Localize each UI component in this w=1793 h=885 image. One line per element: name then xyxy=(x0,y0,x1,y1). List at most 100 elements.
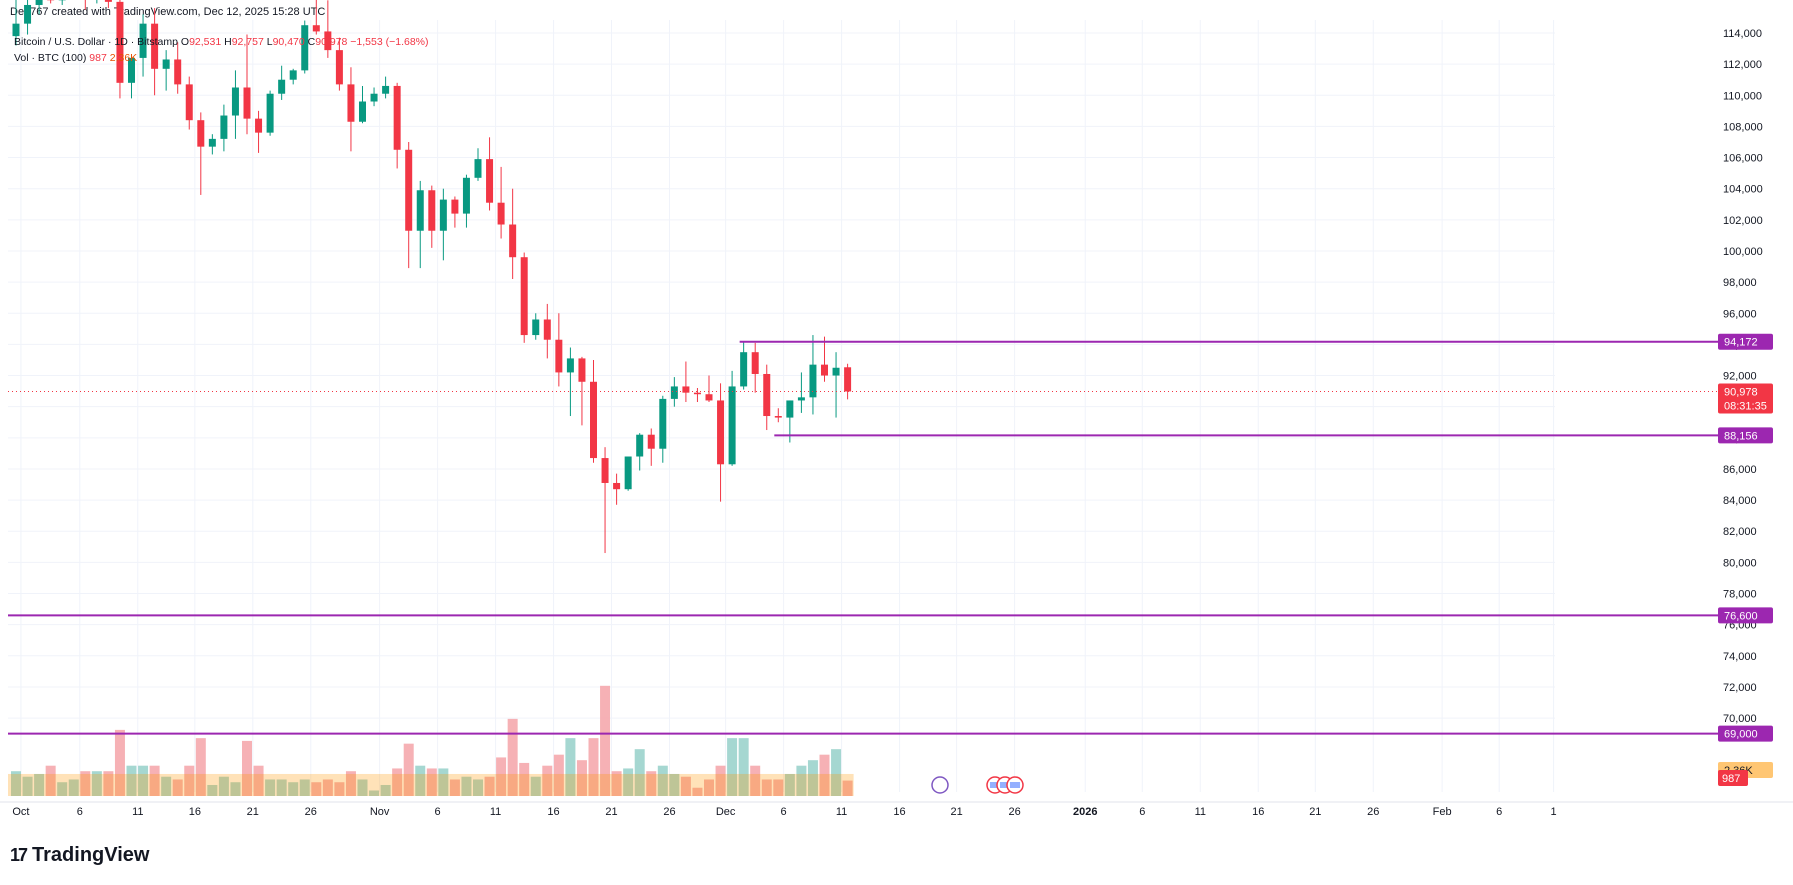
candle-body xyxy=(693,392,701,395)
time-tick-label: 11 xyxy=(1195,806,1206,818)
volume-last-tag: 987 xyxy=(1722,773,1740,785)
level-price-tag-bg xyxy=(1718,607,1773,624)
candle-body xyxy=(393,85,401,150)
volume-bar xyxy=(750,765,761,796)
candle-body xyxy=(278,79,286,94)
volume-bar xyxy=(542,765,553,796)
candle-body xyxy=(763,373,771,417)
volume-bar xyxy=(345,771,356,796)
candle-body xyxy=(266,93,274,133)
candle-body xyxy=(197,120,205,147)
candle-body xyxy=(428,190,436,231)
time-tick-label: 21 xyxy=(605,806,617,818)
candle-body xyxy=(774,416,782,418)
price-tick-label: 74,000 xyxy=(1723,651,1757,663)
candle-body xyxy=(104,0,112,2)
candle-body xyxy=(243,87,251,119)
time-tick-label: 6 xyxy=(1496,806,1502,818)
candle-body xyxy=(832,367,840,376)
candle-body xyxy=(636,434,644,457)
last-price-tag: 90,978 xyxy=(1724,386,1758,398)
time-tick-label: 26 xyxy=(1008,806,1020,818)
volume-bar xyxy=(738,738,749,796)
candle-body xyxy=(462,177,470,214)
candle-body xyxy=(682,386,690,393)
volume-bar xyxy=(80,771,91,796)
candle-body xyxy=(509,224,517,258)
level-price-tag-bg xyxy=(1718,427,1773,444)
chart-grid xyxy=(8,20,1555,792)
volume-bar xyxy=(253,765,264,796)
volume-legend-row[interactable]: Vol · BTC (100) 987 2.36K xyxy=(14,50,429,66)
volume-bar xyxy=(600,685,611,796)
price-tick-label: 80,000 xyxy=(1723,557,1757,569)
candle-body xyxy=(416,190,424,231)
candle-body xyxy=(208,138,216,147)
volume-bar xyxy=(646,771,657,796)
candle-body xyxy=(647,434,655,449)
volume-bar xyxy=(519,762,530,796)
candle-body xyxy=(543,319,551,340)
candle-body xyxy=(347,84,355,122)
time-tick-label: 21 xyxy=(1309,806,1321,818)
price-tick-label: 106,000 xyxy=(1723,153,1763,165)
tradingview-logo[interactable]: 17 TradingView xyxy=(10,844,149,867)
volume-bars xyxy=(8,685,854,796)
volume-bar xyxy=(242,740,252,796)
price-tick-label: 72,000 xyxy=(1723,682,1757,694)
chart-legend: Bitcoin / U.S. Dollar · 1D · Bitstamp O9… xyxy=(14,34,429,66)
volume-bar xyxy=(796,765,807,796)
volume-bar xyxy=(680,776,691,796)
volume-bar xyxy=(207,784,218,796)
time-tick-label: 21 xyxy=(950,806,962,818)
price-tick-label: 112,000 xyxy=(1723,59,1762,71)
volume-bar xyxy=(807,760,818,796)
tradingview-logo-icon: 17 xyxy=(10,845,28,865)
candle-body xyxy=(255,118,263,133)
volume-ma-area xyxy=(8,773,854,796)
time-tick-label: 16 xyxy=(547,806,559,818)
volume-bar xyxy=(623,768,634,796)
volume-bar xyxy=(588,738,599,796)
price-tick-label: 114,000 xyxy=(1723,28,1762,40)
volume-bar xyxy=(819,754,830,796)
volume-bar xyxy=(426,768,437,796)
last-price-tag-countdown: 08:31:35 xyxy=(1724,400,1767,412)
level-price-tag: 69,000 xyxy=(1724,729,1758,741)
volume-bar xyxy=(172,779,183,796)
time-tick-label: 6 xyxy=(77,806,83,818)
symbol-legend-row[interactable]: Bitcoin / U.S. Dollar · 1D · Bitstamp O9… xyxy=(14,34,429,50)
volume-bar xyxy=(692,787,703,796)
candle-body xyxy=(486,159,494,203)
volume-bar xyxy=(715,765,726,796)
price-tick-label: 84,000 xyxy=(1723,495,1757,507)
close-label: C xyxy=(307,36,316,48)
candle-body xyxy=(289,70,297,80)
volume-bar xyxy=(334,782,345,796)
candle-body xyxy=(613,482,621,490)
candle-body xyxy=(474,159,482,178)
time-tick-label: Feb xyxy=(1433,806,1452,818)
time-tick-label: 6 xyxy=(435,806,441,818)
candle-body xyxy=(566,358,574,373)
candle-body xyxy=(532,319,540,336)
volume-bar xyxy=(669,773,680,796)
volume-bar xyxy=(34,773,45,796)
price-tick-label: 98,000 xyxy=(1723,277,1757,289)
candle-body xyxy=(116,1,124,83)
candle-body xyxy=(624,456,632,490)
open-label: O xyxy=(180,36,190,48)
candle-body xyxy=(797,397,805,401)
volume-bar xyxy=(57,782,68,796)
volume-bar xyxy=(461,776,472,796)
candle-body xyxy=(301,25,309,71)
time-tick-label: 11 xyxy=(490,806,501,818)
symbol-name: Bitcoin / U.S. Dollar · 1D · Bitstamp xyxy=(14,36,178,48)
time-tick-label: 26 xyxy=(305,806,317,818)
candle-body xyxy=(578,358,586,382)
volume-bar xyxy=(611,771,622,796)
time-tick-label: 6 xyxy=(1139,806,1145,818)
candle-body xyxy=(821,364,828,376)
volume-bar xyxy=(369,790,380,796)
